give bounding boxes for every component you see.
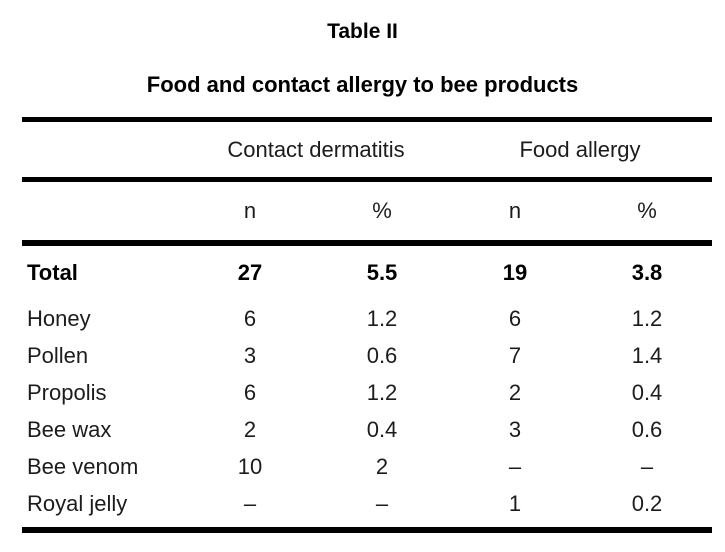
column-header-pct-food: %	[637, 198, 657, 223]
cell: 2	[375, 453, 389, 479]
table-row: Propolis 6 1.2 2 0.4	[22, 374, 712, 411]
cell: 0.4	[631, 379, 663, 405]
cell: 0.6	[631, 416, 663, 442]
row-label: Propolis	[27, 379, 107, 405]
cell: 2	[508, 379, 522, 405]
cell: 1	[508, 490, 522, 516]
cell: –	[375, 490, 389, 516]
cell: 1.2	[366, 305, 398, 331]
row-label: Honey	[27, 305, 91, 331]
cell: 0.4	[366, 416, 398, 442]
cell: –	[508, 453, 522, 479]
cell: 6	[508, 305, 522, 331]
row-label: Total	[27, 260, 78, 285]
cell: 10	[237, 453, 263, 479]
cell: 6	[243, 379, 257, 405]
column-subheader-row: n % n %	[22, 182, 712, 240]
column-header-pct-contact: %	[372, 198, 392, 223]
row-label: Bee wax	[27, 416, 112, 442]
data-table: Contact dermatitis Food allergy n % n % …	[22, 117, 712, 533]
table-mid-rule	[22, 177, 712, 182]
column-group-contact-dermatitis: Contact dermatitis	[227, 136, 405, 162]
table-caption-number: Table II	[327, 20, 398, 43]
cell: 5.5	[366, 260, 398, 285]
row-label: Bee venom	[27, 453, 139, 479]
cell: 19	[502, 260, 528, 285]
cell: 2	[243, 416, 257, 442]
table-row: Pollen 3 0.6 7 1.4	[22, 337, 712, 374]
table-caption-title: Food and contact allergy to bee products	[146, 72, 579, 97]
cell: 7	[508, 342, 522, 368]
table-row: Bee wax 2 0.4 3 0.6	[22, 411, 712, 448]
table-row: Royal jelly – – 1 0.2	[22, 485, 712, 522]
cell: 3	[508, 416, 522, 442]
column-header-n-contact: n	[243, 198, 257, 223]
cell: 0.6	[366, 342, 398, 368]
cell: 3	[243, 342, 257, 368]
cell: 1.2	[631, 305, 663, 331]
cell: 1.2	[366, 379, 398, 405]
column-header-n-food: n	[508, 198, 522, 223]
table-top-rule	[22, 117, 712, 122]
cell: –	[640, 453, 654, 479]
cell: 3.8	[631, 260, 663, 285]
table-row: Bee venom 10 2 – –	[22, 448, 712, 485]
cell: –	[243, 490, 257, 516]
cell: 27	[237, 260, 263, 285]
row-label: Pollen	[27, 342, 89, 368]
cell: 1.4	[631, 342, 663, 368]
table-header-body-rule	[22, 240, 712, 246]
column-group-food-allergy: Food allergy	[519, 136, 641, 162]
row-label: Royal jelly	[27, 490, 128, 516]
cell: 6	[243, 305, 257, 331]
table-bottom-rule	[22, 527, 712, 533]
table-row: Honey 6 1.2 6 1.2	[22, 300, 712, 337]
cell: 0.2	[631, 490, 663, 516]
column-group-header-row: Contact dermatitis Food allergy	[22, 122, 712, 177]
table-row-total: Total 27 5.5 19 3.8	[22, 246, 712, 300]
